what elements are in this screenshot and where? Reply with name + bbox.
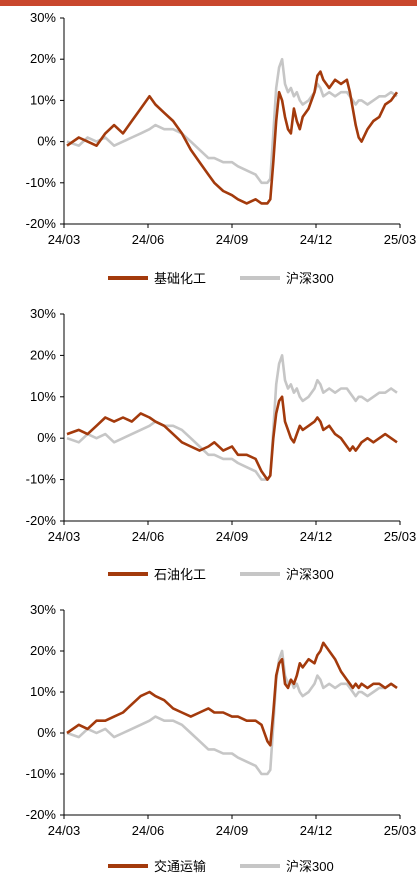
y-tick-label: -10% [26, 766, 57, 781]
x-tick-label: 25/03 [384, 529, 417, 544]
y-tick-label: -20% [26, 513, 57, 528]
x-tick-label: 24/12 [300, 529, 333, 544]
series-line-sector [66, 641, 398, 747]
y-tick-label: 0% [37, 134, 56, 149]
y-tick-label: 20% [30, 51, 56, 66]
x-tick-label: 24/03 [48, 823, 81, 838]
x-tick-label: 24/06 [132, 529, 165, 544]
legend-label: 沪深300 [286, 271, 334, 286]
y-tick-label: 0% [37, 725, 56, 740]
legend-label: 交通运输 [154, 859, 206, 874]
series-line-index [66, 57, 398, 185]
x-tick-label: 24/09 [216, 232, 249, 247]
x-tick-label: 24/12 [300, 823, 333, 838]
y-tick-label: 30% [30, 602, 56, 617]
series-line-sector [66, 70, 399, 205]
x-tick-label: 24/06 [132, 232, 165, 247]
x-tick-label: 25/03 [384, 823, 417, 838]
x-tick-label: 24/03 [48, 232, 81, 247]
top-accent-bar [0, 0, 417, 6]
y-tick-label: -20% [26, 216, 57, 231]
series-line-index [66, 354, 398, 481]
x-tick-label: 24/09 [216, 823, 249, 838]
x-tick-label: 24/09 [216, 529, 249, 544]
series-line-sector [66, 395, 398, 481]
y-tick-label: -10% [26, 175, 57, 190]
y-tick-label: 0% [37, 430, 56, 445]
y-tick-label: 10% [30, 92, 56, 107]
y-tick-label: 30% [30, 10, 56, 25]
x-tick-label: 24/06 [132, 823, 165, 838]
y-tick-label: 20% [30, 347, 56, 362]
legend-label: 沪深300 [286, 567, 334, 582]
chart-3: 30% 20% 10% 0% -10% -20%24/03 24/06 24/09 24/12 2… [26, 602, 417, 874]
y-tick-label: -10% [26, 472, 57, 487]
x-tick-label: 24/03 [48, 529, 81, 544]
chart-1: 30% 20% 10% 0% -10% -20%24/03 24/06 24/09 24/12 2… [26, 10, 417, 286]
legend-label: 基础化工 [154, 271, 206, 286]
legend-label: 石油化工 [154, 567, 206, 582]
x-tick-label: 25/03 [384, 232, 417, 247]
y-tick-label: -20% [26, 807, 57, 822]
y-tick-label: 10% [30, 684, 56, 699]
x-tick-label: 24/12 [300, 232, 333, 247]
y-tick-label: 30% [30, 306, 56, 321]
series-line-index [66, 649, 398, 776]
chart-2: 30% 20% 10% 0% -10% -20%24/03 24/06 24/09 24/12 2… [26, 306, 417, 582]
legend-label: 沪深300 [286, 859, 334, 874]
y-tick-label: 10% [30, 389, 56, 404]
y-tick-label: 20% [30, 643, 56, 658]
